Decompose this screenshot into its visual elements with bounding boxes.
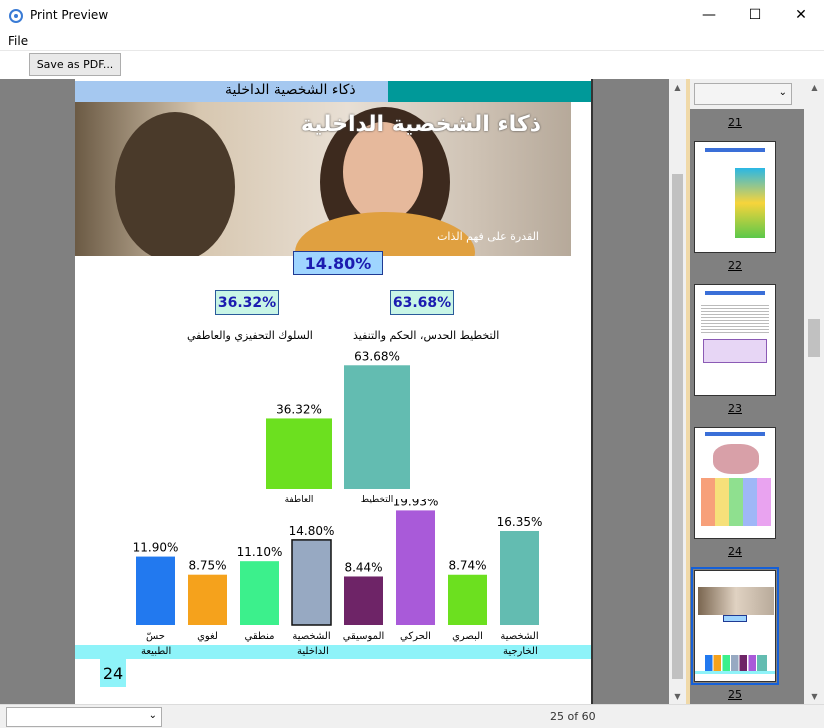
chart-bar xyxy=(396,510,435,625)
page-header-title: ذكاء الشخصية الداخلية xyxy=(225,82,356,98)
menu-bar: File xyxy=(0,32,824,50)
woman-face xyxy=(343,122,423,222)
bar-category-label: البصري xyxy=(452,631,483,642)
chart-bar xyxy=(136,556,175,625)
chart-bar xyxy=(266,418,332,489)
header-band-teal xyxy=(388,81,591,102)
minimize-button[interactable]: — xyxy=(702,7,716,23)
group-band: الطبيعة الداخلية الخارجية xyxy=(75,645,591,659)
bar-value-label: 16.35% xyxy=(497,515,543,529)
page-count: 25 of 60 xyxy=(550,710,596,723)
bar-value-label: 8.74% xyxy=(448,559,486,573)
sub-dimension-chart: 36.32% العاطفة 63.68% التخطيط xyxy=(266,349,410,505)
group-left-label: الطبيعة xyxy=(141,646,172,657)
preview-viewer: ذكاء الشخصية الداخلية ذكاء الشخصية الداخ… xyxy=(0,79,686,704)
bar-category-label: الموسيقي xyxy=(343,631,385,642)
close-button[interactable]: ✕ xyxy=(795,7,807,23)
chart-bar xyxy=(500,530,539,625)
thumbnail-scroll-thumb[interactable] xyxy=(808,319,820,357)
right-percent-box: 63.68% xyxy=(390,290,454,315)
thumbnail-page-23[interactable] xyxy=(694,284,776,396)
scroll-down-icon[interactable]: ▼ xyxy=(674,691,681,701)
thumb-columns xyxy=(701,478,771,526)
thumbnail-label[interactable]: 22 xyxy=(728,259,742,272)
bar-category-label: الحركي xyxy=(400,631,431,642)
left-percent-box: 36.32% xyxy=(215,290,279,315)
chart-bar xyxy=(240,561,279,625)
toolbar: Save as PDF... xyxy=(0,50,824,78)
chart-bar xyxy=(291,539,332,626)
chevron-down-icon: ⌄ xyxy=(148,710,157,721)
bar-value-label: 11.10% xyxy=(237,545,283,559)
thumb-header xyxy=(705,432,765,436)
scroll-up-icon[interactable]: ▲ xyxy=(811,82,818,92)
chart-bar xyxy=(448,574,487,625)
bar-category-label: لغوي xyxy=(197,631,218,642)
menu-file[interactable]: File xyxy=(8,34,29,48)
maximize-button[interactable]: ☐ xyxy=(748,7,762,23)
thumb-percent xyxy=(723,615,747,622)
thumb-cubes-image xyxy=(735,168,765,238)
group-mid-label: الداخلية xyxy=(297,646,329,657)
bar-value-label: 19.93% xyxy=(393,499,439,508)
thumb-text-lines xyxy=(701,305,769,333)
intelligences-chart: 11.90% حسّ 8.75% لغوي 11.10% منطقي 14.80% الشخص… xyxy=(133,499,543,642)
status-bar: ⌄ 25 of 60 xyxy=(0,704,824,728)
thumbnail-label[interactable]: 23 xyxy=(728,402,742,415)
chart-bar xyxy=(188,574,227,625)
bar-category-label: التخطيط xyxy=(361,495,393,505)
left-caption: السلوك التحفيزي والعاطفي xyxy=(187,329,313,342)
thumbnail-label[interactable]: 24 xyxy=(728,545,742,558)
page-number: 24 xyxy=(100,659,126,687)
hero-photo: ذكاء الشخصية الداخلية القدرة على فهم الذ… xyxy=(75,102,571,256)
chart-bar xyxy=(344,576,383,625)
bar-value-label: 63.68% xyxy=(354,349,400,363)
thumbnail-label[interactable]: 21 xyxy=(728,116,742,129)
thumb-chart xyxy=(705,655,767,671)
bar-category-label: منطقي xyxy=(245,631,275,642)
thumb-photo xyxy=(698,587,774,615)
thumbnail-page-24[interactable] xyxy=(694,427,776,539)
bar-value-label: 8.44% xyxy=(344,560,382,574)
preview-page: ذكاء الشخصية الداخلية ذكاء الشخصية الداخ… xyxy=(75,79,591,704)
bar-value-label: 11.90% xyxy=(133,541,179,555)
main-scrollbar[interactable]: ▲ ▼ xyxy=(669,79,686,704)
chart-bar xyxy=(344,365,410,489)
main-percent-box: 14.80% xyxy=(293,251,383,275)
header-band-blue xyxy=(75,81,388,102)
bar-category-label: العاطفة xyxy=(285,495,314,505)
thumb-header xyxy=(705,291,765,295)
scroll-down-icon[interactable]: ▼ xyxy=(811,691,818,701)
main-scroll-thumb[interactable] xyxy=(672,174,683,679)
thumb-band xyxy=(695,671,775,674)
printer-preview-icon xyxy=(9,9,23,23)
page-edge xyxy=(591,79,593,704)
save-as-pdf-button[interactable]: Save as PDF... xyxy=(29,53,121,76)
photo-subtitle: القدرة على فهم الذات xyxy=(437,230,539,243)
thumb-table xyxy=(703,339,767,363)
reflection-hair xyxy=(115,112,235,256)
pane-splitter[interactable] xyxy=(686,79,690,704)
scroll-up-icon[interactable]: ▲ xyxy=(674,82,681,92)
thumbnail-page-22[interactable] xyxy=(694,141,776,253)
photo-title: ذكاء الشخصية الداخلية xyxy=(300,112,541,137)
bar-category-label: الشخصية xyxy=(292,631,330,642)
title-bar: Print Preview — ☐ ✕ xyxy=(0,0,824,32)
thumbnail-label[interactable]: 25 xyxy=(728,688,742,701)
chevron-down-icon: ⌄ xyxy=(778,87,787,98)
zoom-dropdown[interactable]: ⌄ xyxy=(6,707,162,727)
bar-value-label: 36.32% xyxy=(276,402,322,416)
thumbnail-zoom-dropdown[interactable]: ⌄ xyxy=(694,83,792,105)
thumbnail-page-25[interactable] xyxy=(691,567,779,685)
bar-category-label: حسّ xyxy=(146,631,165,642)
bar-category-label: الشخصية xyxy=(500,631,538,642)
thumb-header xyxy=(705,148,765,152)
thumb-brain-image xyxy=(713,444,759,474)
group-right-label: الخارجية xyxy=(503,646,538,657)
bar-value-label: 8.75% xyxy=(188,559,226,573)
bar-value-label: 14.80% xyxy=(289,524,335,538)
right-caption: التخطيط الحدس، الحكم والتنفيذ xyxy=(353,329,500,342)
window-title: Print Preview xyxy=(30,8,109,22)
thumbnail-scrollbar[interactable]: ▲ ▼ xyxy=(804,79,824,704)
